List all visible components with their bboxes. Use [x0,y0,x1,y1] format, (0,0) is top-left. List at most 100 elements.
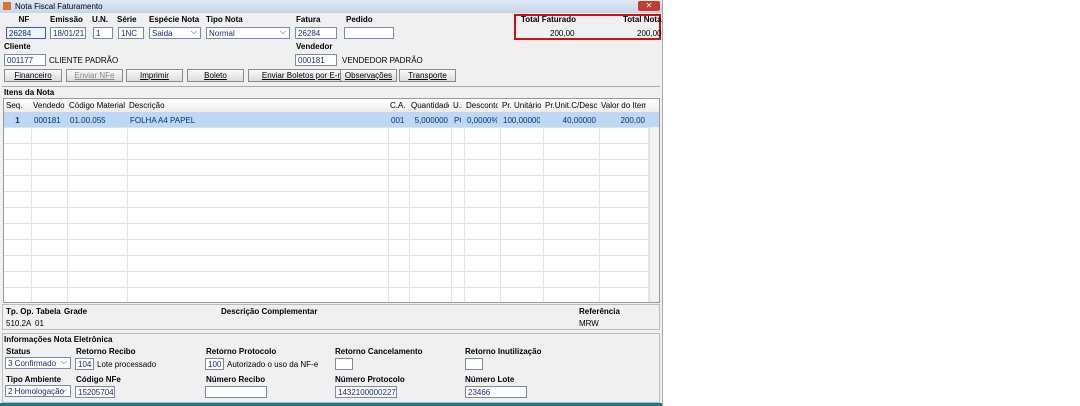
row-line [4,271,649,272]
text-input[interactable]: 26284 [6,27,46,39]
field-label: U.N. [92,15,108,24]
column-line [67,112,68,302]
field-label: Retorno Cancelamento [335,347,423,356]
cell: 01.00.055 [70,116,106,125]
row-line [4,239,649,240]
text-input[interactable]: 152057045 [75,386,115,398]
text-input[interactable]: 100 [205,358,224,370]
footer-value: 01 [35,319,44,328]
field-label: Total Faturado [521,15,576,24]
column-header: Valor do Item [601,101,646,110]
column-line [31,112,32,302]
column-line [388,112,389,302]
field-label: Número Protocolo [335,375,405,384]
cell: 0,0000% [467,116,497,125]
column-line [648,112,649,302]
button: Enviar NFe [66,69,123,82]
field-label: Retorno Protocolo [206,347,277,356]
button[interactable]: Boleto [187,69,244,82]
bottom-bar [0,403,662,406]
cell: 1 [15,116,20,125]
row-line [4,191,649,192]
field-label: Espécie Nota [149,15,200,24]
toolbar: Financeiro Enviar NFe Imprimir Boleto Enviar… [4,69,660,85]
column-header: Seq. [6,101,23,110]
column-header: U... [453,101,462,110]
text-input[interactable] [344,27,394,39]
column-header: Quantidade [411,101,449,110]
column-header: Vendedor [33,101,65,110]
field-label: NF [18,15,30,24]
text-input[interactable]: 3 Confirmado [5,357,71,369]
footer-panel [2,304,660,330]
text-input[interactable]: 2 Homologação [5,385,71,397]
row-line [4,223,649,224]
window-title: Nota Fiscal Faturamento [15,2,103,11]
section-title: Itens da Nota [4,88,55,97]
cell: 200,00 [620,116,645,125]
button[interactable]: Transporte [399,69,456,82]
close-button[interactable]: ✕ [638,1,660,11]
row-line [4,287,649,288]
text-input[interactable]: 26284 [295,27,337,39]
text-input[interactable]: 104 [75,358,94,370]
button[interactable]: Financeiro [4,69,62,82]
button[interactable]: Enviar Boletos por E-mail [248,69,366,82]
scrollbar [649,112,659,302]
column-line [127,112,128,302]
column-header: Código Material [69,101,125,110]
field-label: Total Nota [623,15,662,24]
button[interactable]: Observações [340,69,397,82]
text-input[interactable]: 1NC [118,27,144,39]
text-input[interactable]: 143210000022763 [335,386,397,398]
items-table: Seq. Vendedor Código Material Descrição C.A.… [3,98,660,303]
window: Nota Fiscal Faturamento ✕ Financeiro Envi… [0,0,663,406]
field-label: Número Recibo [206,375,266,384]
row-line [4,175,649,176]
text-input[interactable]: 000181 [295,54,337,66]
field-label: Retorno Recibo [76,347,136,356]
nfe-panel [2,333,660,403]
text-input[interactable]: 1 [93,27,113,39]
column-line [464,112,465,302]
field-label: Referência [579,307,620,316]
field-label: Tipo Ambiente [6,375,62,384]
text-input[interactable]: Saida [149,27,201,39]
row-line [4,143,649,144]
text-input[interactable] [335,358,353,370]
field-label: Pedido [346,15,373,24]
column-line [543,112,544,302]
separator [2,86,660,87]
client-name: CLIENTE PADRÃO [49,56,119,65]
field-label: Grade [64,307,88,316]
text-input[interactable]: 001177 [4,54,46,66]
seller-name: VENDEDOR PADRÃO [342,56,423,65]
text-input[interactable] [205,386,267,398]
row-line [4,159,649,160]
text-input[interactable]: 23466 [465,386,527,398]
field-label: Tipo Nota [206,15,243,24]
cell: FOLHA A4 PAPEL [130,116,196,125]
button[interactable]: Imprimir [126,69,183,82]
cell: 001 [391,116,405,125]
column-line [409,112,410,302]
cell: 40,00000 [562,116,596,125]
title-bar: Nota Fiscal Faturamento ✕ [0,0,662,13]
cell: PC [454,116,461,125]
text-input[interactable] [465,358,483,370]
field-label: Status [6,347,31,356]
text-input[interactable]: Normal [206,27,290,39]
field-label: Retorno Inutilização [465,347,542,356]
field-label: Emissão [50,15,83,24]
app-icon [3,2,11,10]
column-header: Descrição [129,101,165,110]
column-line [599,112,600,302]
footer-value: 510.2A [6,319,32,328]
highlight-box [514,14,661,40]
text-input[interactable]: 18/01/21 [50,27,86,39]
column-line [500,112,501,302]
field-label: Tp. Op. [6,307,34,316]
cell: 100,00000 [503,116,540,125]
field-label: Código NFe [76,375,121,384]
